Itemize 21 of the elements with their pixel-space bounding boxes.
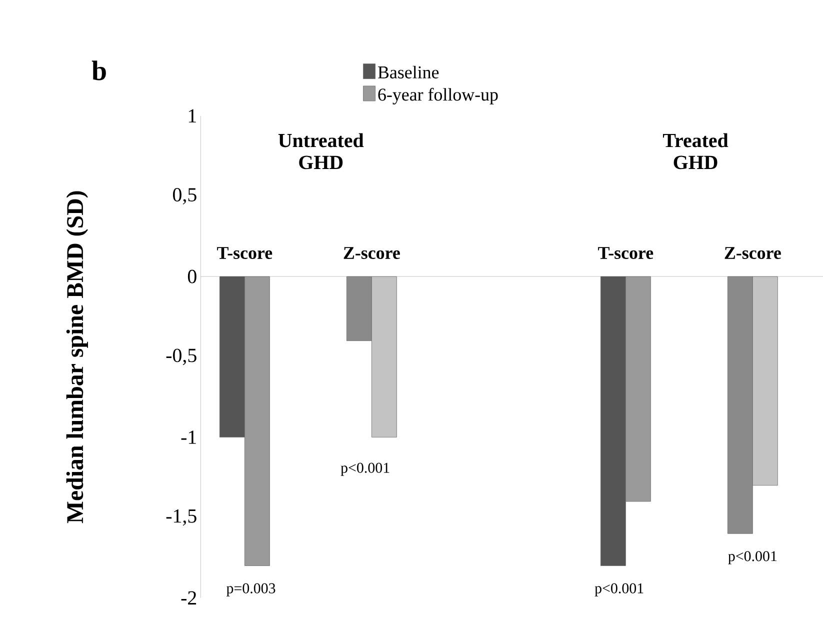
- legend-label: 6-year follow-up: [378, 88, 498, 104]
- annotation: Untreated GHD: [278, 133, 364, 170]
- annotation: p<0.001: [728, 551, 777, 564]
- x-tick-label: T-score: [217, 247, 272, 259]
- y-tick-label: -1,5: [166, 509, 196, 526]
- y-tick-label: -0,5: [166, 348, 196, 366]
- y-axis-title: Median lumbar spine BMD (SD): [66, 191, 88, 524]
- annotation: p<0.001: [340, 462, 390, 476]
- x-tick-label: Z-score: [724, 247, 781, 259]
- annotation: p=0.003: [226, 583, 276, 596]
- y-tick-label: 0,5: [173, 188, 196, 204]
- x-tick-label: Z-score: [344, 247, 400, 259]
- y-tick-label: 1: [188, 109, 196, 122]
- y-tick-label: 0: [188, 270, 196, 284]
- x-tick-label: T-score: [598, 247, 654, 259]
- chart-title: b: [92, 60, 106, 80]
- annotation: p<0.001: [594, 583, 644, 596]
- y-tick-label: -2: [181, 591, 196, 604]
- legend-label: Baseline: [378, 66, 439, 78]
- annotation: Treated GHD: [663, 133, 728, 170]
- y-tick-label: -1: [181, 430, 196, 444]
